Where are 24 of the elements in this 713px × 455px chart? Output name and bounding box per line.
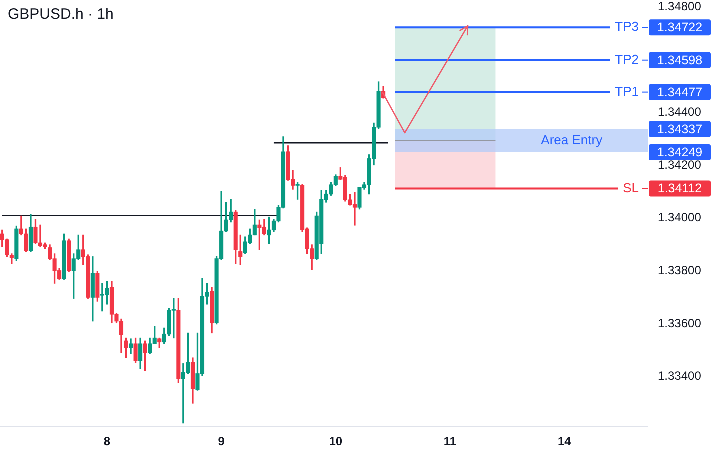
y-tick-label: 1.34400 [658, 104, 702, 119]
x-tick-label: 9 [218, 434, 226, 449]
y-tick-label: 1.33800 [658, 263, 702, 278]
y-tick-label: 1.33600 [658, 316, 702, 330]
y-tick-label: 1.34200 [658, 158, 702, 172]
text: 1.34722 [657, 20, 703, 35]
x-tick-label: 10 [329, 434, 343, 449]
text: 1.34249 [657, 146, 703, 160]
chart-title: GBPUSD.h · 1h [8, 6, 114, 23]
text: 1.34477 [657, 85, 703, 100]
y-tick-label: 1.34800 [658, 0, 702, 14]
ref-line-label: TP2 [615, 52, 639, 67]
text: 1.34112 [658, 182, 702, 196]
ref-line-label: SL [623, 180, 639, 196]
ref-line-label: TP1 [615, 84, 639, 99]
x-tick-label: 8 [104, 434, 111, 449]
y-tick-label: 1.33400 [658, 369, 702, 384]
text: 1.34598 [657, 53, 703, 68]
ref-line-label: TP3 [615, 19, 639, 34]
text: 1.34337 [657, 122, 703, 136]
x-tick-label: 14 [558, 434, 572, 449]
y-tick-label: 1.34000 [658, 210, 702, 225]
band-label: Area Entry [541, 132, 604, 148]
x-tick-label: 11 [444, 434, 457, 449]
